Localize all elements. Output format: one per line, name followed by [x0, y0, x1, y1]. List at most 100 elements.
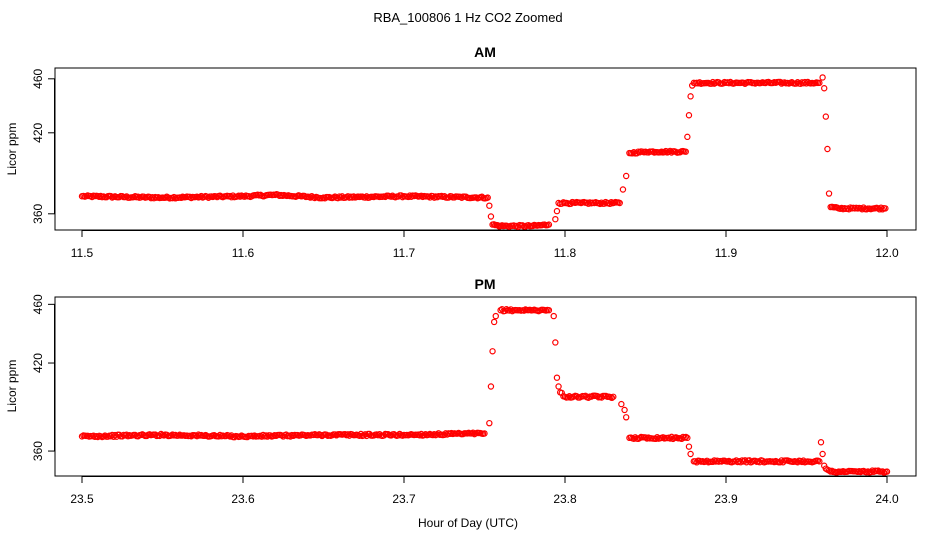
data-point — [228, 194, 235, 201]
data-point — [241, 193, 248, 200]
data-point — [231, 434, 238, 441]
data-point — [759, 457, 766, 464]
data-point — [619, 186, 627, 193]
data-point — [824, 145, 831, 153]
data-point — [486, 202, 493, 209]
data-point — [883, 468, 891, 475]
data-points-pm — [78, 306, 891, 476]
data-point — [489, 348, 496, 355]
x-tick-label: 11.6 — [232, 246, 255, 260]
data-point — [685, 112, 693, 119]
data-point — [652, 435, 659, 443]
data-point — [882, 205, 889, 212]
y-axis-label-am: Licor ppm — [5, 123, 19, 176]
data-point — [610, 393, 617, 400]
figure-title: RBA_100806 1 Hz CO2 Zoomed — [373, 10, 562, 25]
data-point — [725, 79, 733, 87]
data-point — [821, 85, 828, 92]
data-point — [418, 430, 425, 438]
data-point — [307, 194, 314, 201]
y-axis-label-pm: Licor ppm — [5, 360, 19, 413]
data-point — [666, 435, 674, 442]
x-tick-label: 23.5 — [70, 492, 94, 506]
data-point — [101, 432, 109, 439]
data-point — [630, 149, 637, 156]
data-point — [696, 79, 703, 86]
data-point — [596, 200, 604, 208]
data-point — [869, 467, 876, 474]
data-point — [573, 393, 580, 400]
data-point — [879, 468, 886, 475]
data-point — [709, 78, 717, 86]
x-axis-am: 11.5 11.6 11.7 11.8 11.9 12.0 — [71, 230, 899, 260]
data-point — [111, 431, 119, 439]
x-axis-label: Hour of Day (UTC) — [418, 516, 518, 530]
data-point — [550, 312, 557, 320]
x-tick-label: 11.5 — [71, 246, 94, 260]
plot-frame-am — [54, 67, 917, 231]
data-point — [416, 432, 424, 439]
data-point — [876, 206, 883, 213]
x-tick-label: 23.9 — [714, 492, 738, 506]
x-tick-label: 12.0 — [875, 246, 899, 260]
y-tick-label: 460 — [31, 294, 45, 314]
data-point — [484, 194, 491, 201]
y-axis-pm: 360 420 460 — [31, 294, 55, 461]
panel-pm: PM 23.5 23.6 23.7 23.8 23.9 24.0 360 420 460 Li… — [5, 276, 917, 506]
data-point — [708, 80, 715, 87]
data-point — [564, 394, 572, 401]
data-point — [361, 431, 369, 438]
data-point — [622, 414, 630, 421]
data-point — [621, 406, 628, 414]
data-point — [858, 206, 866, 213]
data-point — [278, 432, 286, 439]
data-point — [606, 200, 614, 208]
data-point — [552, 215, 559, 223]
y-tick-label: 420 — [31, 122, 45, 142]
data-point — [361, 194, 369, 201]
data-point — [819, 74, 826, 81]
data-point — [558, 389, 565, 397]
data-points-am — [78, 74, 889, 231]
data-point — [545, 307, 553, 314]
data-point — [616, 199, 623, 207]
data-point — [816, 458, 823, 465]
data-point — [662, 147, 670, 155]
data-point — [649, 148, 657, 155]
data-point — [800, 457, 807, 464]
data-point — [492, 312, 499, 320]
data-point — [684, 434, 691, 442]
data-point — [682, 148, 689, 155]
data-point — [88, 193, 96, 201]
panel-title-am: AM — [474, 44, 496, 60]
plot-frame-pm — [54, 296, 917, 477]
data-point — [877, 204, 885, 211]
data-point — [838, 204, 845, 212]
panel-title-pm: PM — [475, 276, 496, 292]
data-point — [553, 374, 561, 381]
data-point — [97, 192, 104, 200]
data-point — [344, 431, 352, 438]
data-point — [618, 400, 625, 408]
data-point — [426, 194, 434, 201]
data-point — [123, 431, 130, 438]
data-point — [490, 318, 498, 326]
data-point — [555, 383, 562, 390]
data-point — [879, 206, 886, 213]
x-tick-label: 23.8 — [553, 492, 577, 506]
data-point — [346, 432, 353, 439]
data-point — [684, 133, 691, 141]
y-tick-label: 360 — [31, 203, 45, 223]
data-point — [481, 430, 488, 437]
data-point — [817, 439, 825, 446]
data-point — [262, 432, 270, 439]
data-point — [803, 80, 810, 87]
data-point — [520, 307, 528, 314]
data-point — [661, 148, 668, 156]
data-point — [552, 339, 559, 346]
data-point — [418, 192, 425, 199]
data-point — [687, 450, 694, 458]
data-point — [553, 207, 561, 215]
x-tick-label: 23.7 — [392, 492, 416, 506]
data-point — [487, 213, 495, 220]
